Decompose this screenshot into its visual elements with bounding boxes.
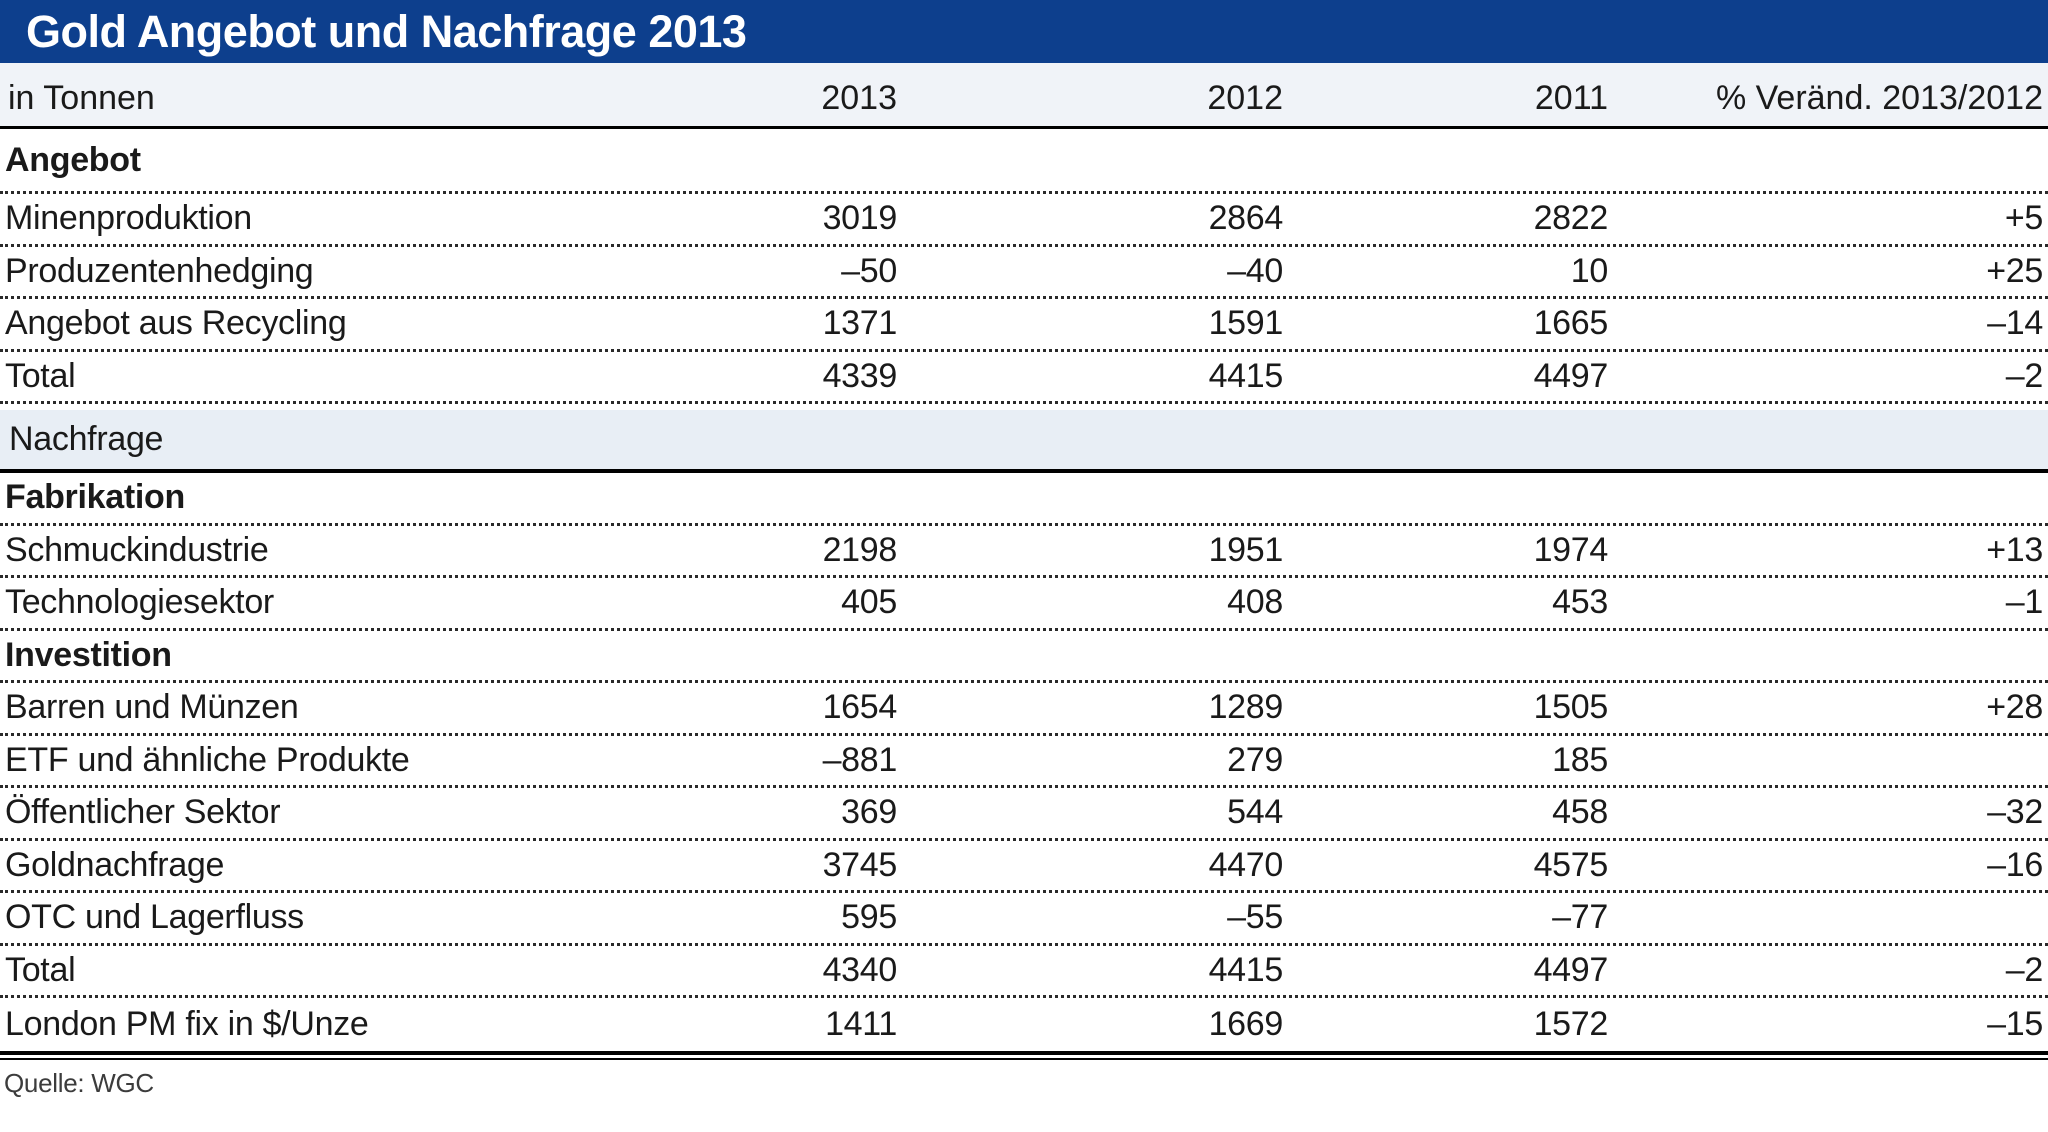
table-row: Barren und Münzen 1654 1289 1505 +28 <box>0 683 2048 736</box>
section-header-row: Investition <box>0 631 2048 683</box>
cell-change: –2 <box>2005 356 2044 395</box>
cell-change: –16 <box>1987 845 2043 884</box>
title-bar: Gold Angebot und Nachfrage 2013 <box>0 0 2048 63</box>
row-label: Total <box>5 356 76 395</box>
cell-value: 2864 <box>1208 199 1284 238</box>
table-row: Total 4339 4415 4497 –2 <box>0 352 2048 404</box>
table-row: Schmuckindustrie 2198 1951 1974 +13 <box>0 526 2048 578</box>
row-label: Investition <box>5 635 172 674</box>
cell-value: 369 <box>841 793 897 832</box>
section-header-row: Fabrikation <box>0 473 2048 526</box>
table-row: OTC und Lagerfluss 595 –55 –77 <box>0 893 2048 946</box>
cell-value: 405 <box>841 583 897 622</box>
row-label: Produzentenhedging <box>5 251 314 290</box>
cell-value: –50 <box>841 251 897 290</box>
cell-change: –32 <box>1987 793 2043 832</box>
row-label: Goldnachfrage <box>5 845 225 884</box>
row-label: Öffentlicher Sektor <box>5 793 281 832</box>
cell-value: 544 <box>1227 793 1283 832</box>
cell-value: 3019 <box>822 199 898 238</box>
cell-value: 1669 <box>1208 1004 1284 1043</box>
column-header-2011: 2011 <box>1534 79 1608 117</box>
table-bottom-rule <box>0 1050 2048 1060</box>
cell-value: 4470 <box>1208 845 1284 884</box>
row-label: Schmuckindustrie <box>5 530 269 569</box>
cell-value: 4340 <box>822 950 898 989</box>
table-row: Goldnachfrage 3745 4470 4575 –16 <box>0 841 2048 893</box>
row-label: Minenproduktion <box>5 199 252 238</box>
column-header-unit: in Tonnen <box>8 79 155 117</box>
cell-value: 185 <box>1552 740 1608 779</box>
cell-value: 458 <box>1552 793 1608 832</box>
column-header-change: % Veränd. 2013/2012 <box>1715 79 2043 117</box>
cell-value: 10 <box>1570 251 1609 290</box>
page-title: Gold Angebot und Nachfrage 2013 <box>26 5 747 57</box>
cell-value: 1289 <box>1208 688 1284 727</box>
row-label: ETF und ähnliche Produkte <box>5 740 410 779</box>
row-label: OTC und Lagerfluss <box>5 898 304 937</box>
column-header-2012: 2012 <box>1207 79 1283 117</box>
cell-change: +25 <box>1986 251 2043 290</box>
cell-value: 453 <box>1552 583 1608 622</box>
cell-value: 2822 <box>1533 199 1609 238</box>
table-row: ETF und ähnliche Produkte –881 279 185 <box>0 736 2048 788</box>
row-label: London PM fix in $/Unze <box>5 1004 369 1043</box>
cell-value: 2198 <box>822 530 898 569</box>
cell-value: 595 <box>841 898 897 937</box>
cell-change: –14 <box>1987 304 2043 343</box>
cell-value: 3745 <box>822 845 898 884</box>
section-band-label: Nachfrage <box>9 420 164 458</box>
row-label: Angebot aus Recycling <box>5 304 347 343</box>
table-row: Angebot aus Recycling 1371 1591 1665 –14 <box>0 299 2048 352</box>
cell-change: –1 <box>2005 583 2044 622</box>
cell-value: 4575 <box>1533 845 1609 884</box>
cell-value: 1572 <box>1533 1004 1609 1043</box>
cell-value: –40 <box>1227 251 1283 290</box>
section-header-row: Angebot <box>0 129 2048 194</box>
cell-value: 1371 <box>822 304 898 343</box>
cell-change: +13 <box>1986 530 2043 569</box>
section-band-nachfrage: Nachfrage <box>0 410 2048 473</box>
table-row: Produzentenhedging –50 –40 10 +25 <box>0 247 2048 299</box>
column-header-row: in Tonnen 2013 2012 2011 % Veränd. 2013/… <box>0 63 2048 129</box>
source-note: Quelle: WGC <box>4 1067 154 1098</box>
cell-value: 1505 <box>1533 688 1609 727</box>
cell-value: 4497 <box>1533 950 1609 989</box>
cell-value: –77 <box>1552 898 1608 937</box>
cell-value: 1951 <box>1208 530 1284 569</box>
table-row: Öffentlicher Sektor 369 544 458 –32 <box>0 788 2048 841</box>
cell-value: –881 <box>822 740 898 779</box>
cell-value: 279 <box>1227 740 1283 779</box>
cell-value: 408 <box>1227 583 1283 622</box>
cell-value: –55 <box>1227 898 1283 937</box>
cell-value: 4497 <box>1533 356 1609 395</box>
table-rows: Angebot Minenproduktion 3019 2864 2822 +5 Prod… <box>0 129 2048 1051</box>
row-label: Total <box>5 950 76 989</box>
table-row: Total 4340 4415 4497 –2 <box>0 946 2048 998</box>
cell-value: 4415 <box>1208 950 1284 989</box>
cell-value: 4339 <box>822 356 898 395</box>
cell-change: –15 <box>1987 1004 2043 1043</box>
cell-value: 1654 <box>822 688 898 727</box>
row-label: Fabrikation <box>5 478 185 517</box>
cell-value: 1665 <box>1533 304 1609 343</box>
table-row: London PM fix in $/Unze 1411 1669 1572 –15 <box>0 998 2048 1051</box>
row-label: Angebot <box>5 140 141 179</box>
row-label: Barren und Münzen <box>5 688 299 727</box>
cell-value: 1974 <box>1533 530 1609 569</box>
cell-change: +28 <box>1986 688 2043 727</box>
cell-value: 1591 <box>1208 304 1284 343</box>
cell-value: 1411 <box>825 1004 897 1043</box>
row-label: Technologiesektor <box>5 583 274 622</box>
cell-change: –2 <box>2005 950 2044 989</box>
table-row: Minenproduktion 3019 2864 2822 +5 <box>0 194 2048 247</box>
cell-value: 4415 <box>1208 356 1284 395</box>
column-header-2013: 2013 <box>821 79 897 117</box>
cell-change: +5 <box>2004 199 2043 238</box>
table-row: Technologiesektor 405 408 453 –1 <box>0 578 2048 631</box>
